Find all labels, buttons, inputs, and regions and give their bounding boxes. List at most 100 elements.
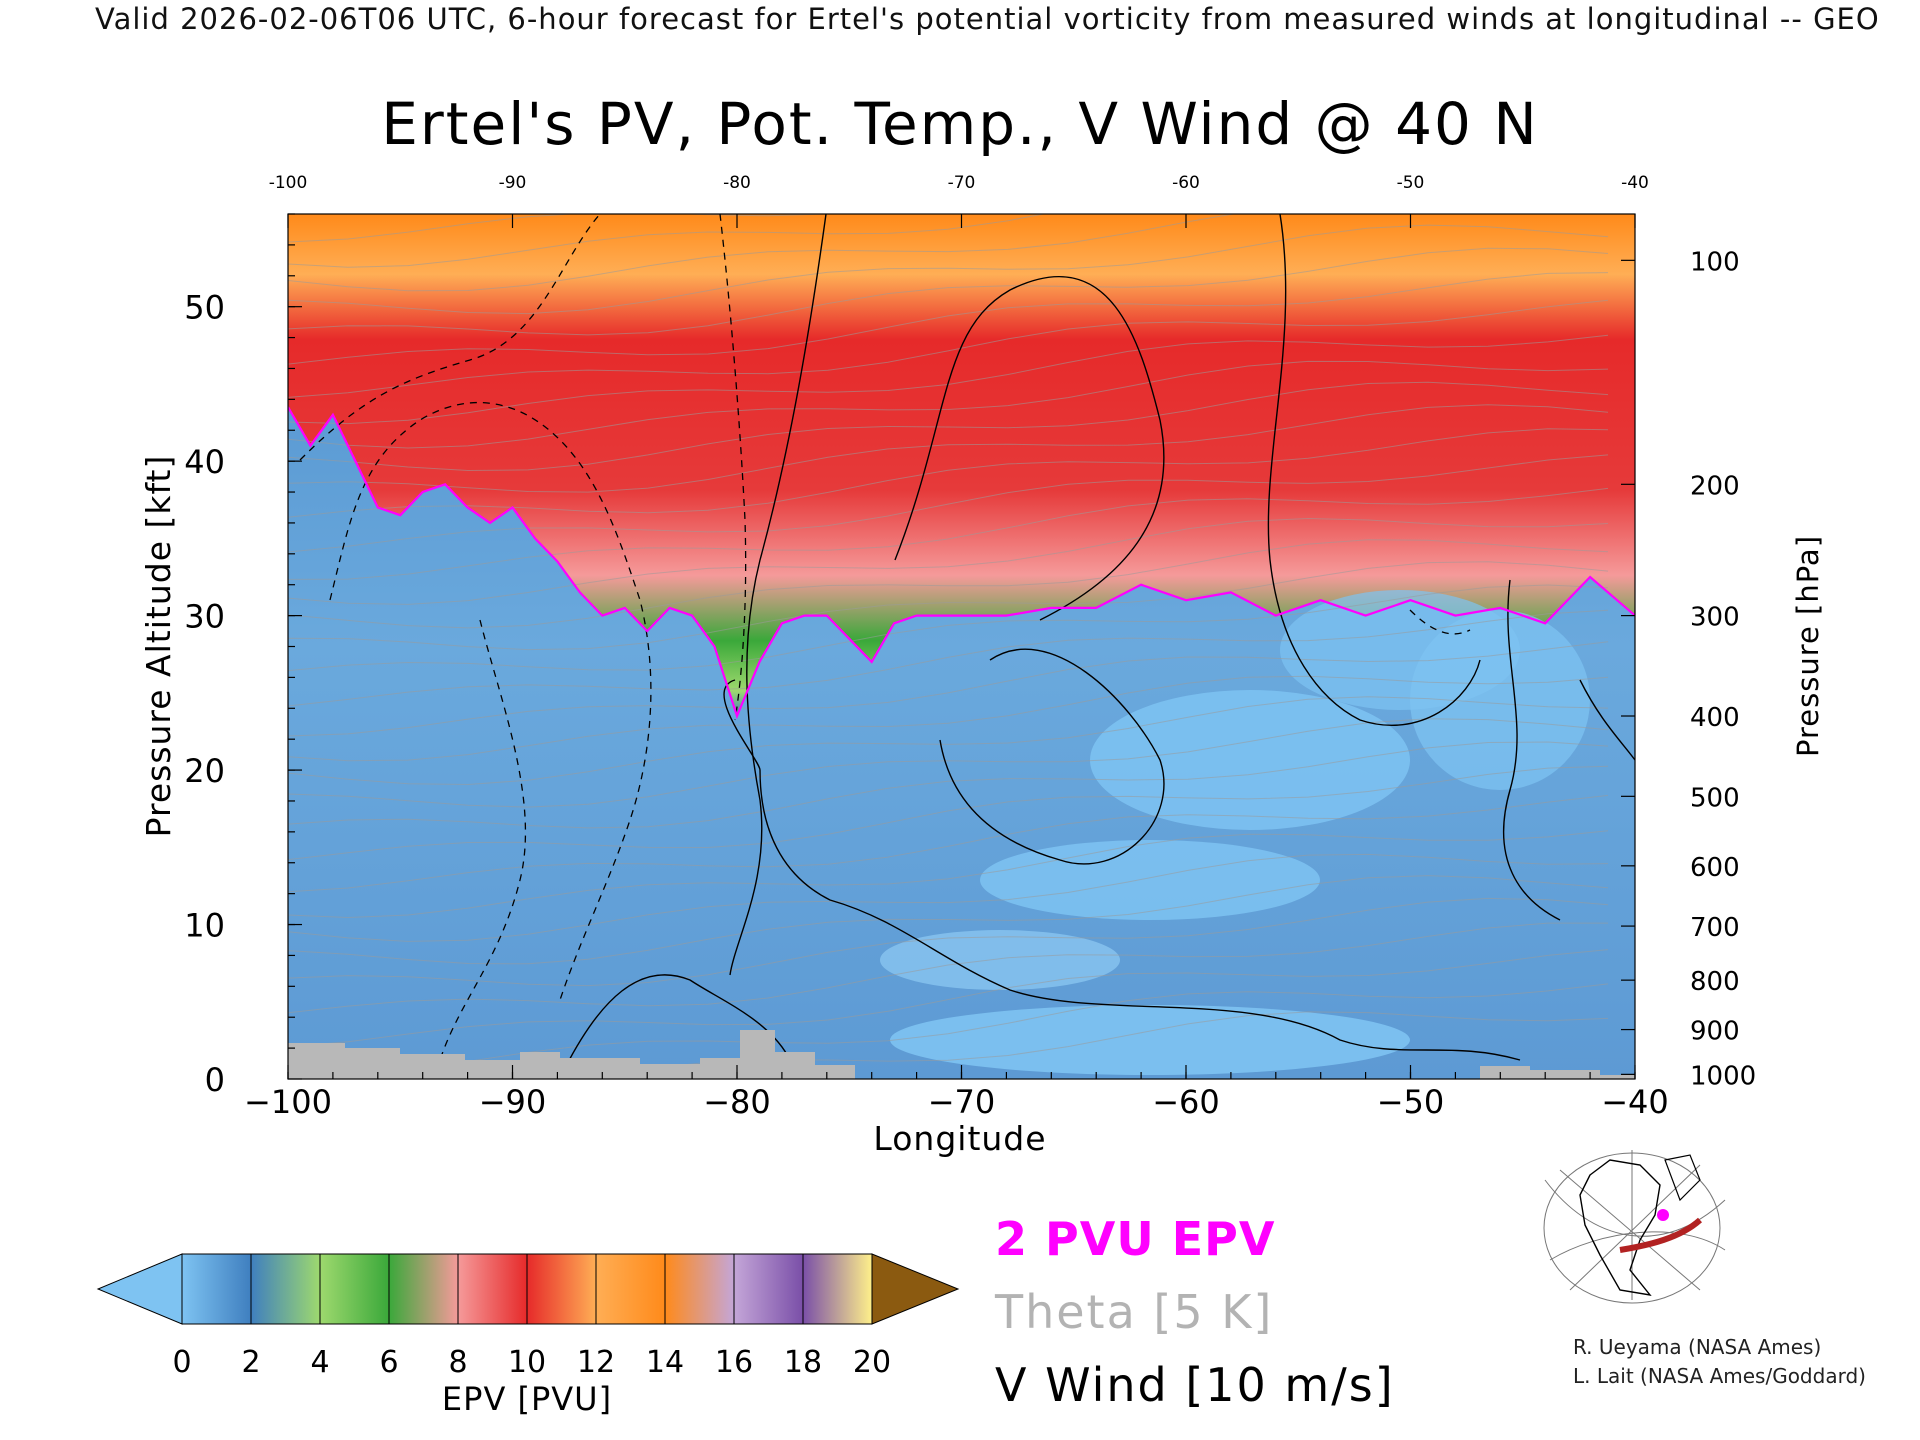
colorbar-tick-label: 12	[577, 1345, 615, 1380]
colorbar-segment	[457, 1253, 528, 1325]
colorbar-tick-label: 0	[172, 1345, 191, 1380]
pressure-tick-label: 1000	[1690, 1061, 1756, 1091]
x-axis-label: Longitude	[873, 1119, 1046, 1158]
theta-line	[288, 794, 1609, 893]
theta-line	[288, 609, 1609, 707]
theta-line	[288, 922, 1608, 1014]
pressure-tick-label: 300	[1690, 603, 1740, 633]
x-tick-label: −70	[928, 1083, 996, 1121]
theta-line	[288, 404, 1609, 493]
theta-line	[288, 299, 1609, 398]
theta-line	[288, 214, 833, 243]
y-tick-label: 40	[184, 443, 225, 481]
theta-line	[288, 454, 1609, 553]
colorbar-segment	[802, 1253, 873, 1325]
theta-contours	[288, 214, 1609, 1079]
x-tick-label: −50	[1377, 1083, 1445, 1121]
x-tick-label-top: -100	[269, 173, 308, 193]
theta-line	[288, 584, 1609, 674]
theta-line	[288, 360, 1609, 449]
theta-line	[288, 334, 1609, 425]
theta-line	[288, 247, 1609, 336]
x-tick-label-top: -60	[1172, 173, 1200, 193]
colorbar-segment	[526, 1253, 597, 1325]
theta-line	[288, 539, 1609, 629]
x-tick-label: −60	[1152, 1083, 1220, 1121]
x-tick-label: −40	[1601, 1083, 1669, 1121]
2pvu-contour	[288, 406, 1635, 720]
colorbar-label: EPV [PVU]	[442, 1380, 612, 1418]
theta-line	[288, 214, 1046, 268]
y-tick-label: 10	[184, 907, 225, 945]
theta-line	[288, 214, 1608, 292]
colorbar-segment	[181, 1253, 252, 1325]
pressure-tick-label: 100	[1690, 247, 1740, 277]
colorbar-segment	[250, 1253, 321, 1325]
colorbar-tick-label: 4	[310, 1345, 329, 1380]
theta-line	[288, 696, 1609, 786]
credit-line: L. Lait (NASA Ames/Goddard)	[1573, 1364, 1866, 1388]
y-tick-label: 0	[205, 1061, 225, 1099]
theta-line	[288, 272, 1609, 365]
location-map-inset	[1535, 1148, 1730, 1304]
legend-theta: Theta [5 K]	[995, 1285, 1274, 1339]
colorbar-tick-label: 8	[448, 1345, 467, 1380]
colorbar-tick-label: 10	[508, 1345, 546, 1380]
y-tick-label: 30	[184, 598, 225, 636]
stratosphere-fill	[288, 214, 1635, 716]
colorbar-over-arrow	[871, 1253, 960, 1325]
v-wind-contours	[564, 214, 1635, 1069]
theta-line	[288, 830, 1609, 919]
colorbar-segment	[733, 1253, 804, 1325]
colorbar-segment	[595, 1253, 666, 1325]
x-tick-label-top: -50	[1397, 173, 1425, 193]
colorbar-tick-label: 18	[784, 1345, 822, 1380]
low-pv-regions	[880, 590, 1590, 1075]
theta-line	[288, 875, 1609, 965]
x-axis-ticks	[287, 214, 1636, 1079]
x-tick-label: −80	[703, 1083, 771, 1121]
theta-line	[288, 487, 1609, 580]
x-tick-label-top: -90	[499, 173, 527, 193]
x-tick-label-top: -70	[948, 173, 976, 193]
pressure-axis-label: Pressure [hPa]	[1791, 535, 1825, 757]
theta-line	[288, 949, 1609, 1048]
theta-line	[288, 561, 1609, 651]
terrain-mask	[288, 1030, 1635, 1079]
pressure-tick-label: 700	[1690, 913, 1740, 943]
theta-line	[288, 675, 1609, 762]
theta-line	[288, 381, 1609, 472]
chart-title: Ertel's PV, Pot. Temp., V Wind @ 40 N	[381, 90, 1539, 158]
theta-line	[288, 641, 1609, 737]
x-tick-label-top: -80	[723, 173, 751, 193]
theta-line	[288, 718, 1609, 808]
x-tick-label-top: -40	[1621, 173, 1649, 193]
theta-line	[288, 224, 1609, 315]
pv-colorbar: 0 2 4 6 8 10 12 14 16 18 20	[96, 1253, 960, 1380]
valid-time-header: Valid 2026-02-06T06 UTC, 6-hour forecast…	[95, 2, 1880, 36]
theta-line	[288, 517, 1609, 605]
pressure-tick-label: 800	[1690, 967, 1740, 997]
legend-v-wind: V Wind [10 m/s]	[995, 1358, 1395, 1412]
pressure-tick-label: 500	[1690, 783, 1740, 813]
theta-line	[288, 853, 1609, 942]
colorbar-under-arrow	[96, 1253, 183, 1325]
colorbar-tick-label: 16	[715, 1345, 753, 1380]
theta-line	[288, 741, 1609, 830]
pressure-tick-label: 400	[1690, 703, 1740, 733]
pressure-tick-label: 900	[1690, 1017, 1740, 1047]
theta-line	[579, 1011, 1609, 1079]
x-tick-label: −90	[479, 1083, 547, 1121]
pressure-tick-label: 200	[1690, 471, 1740, 501]
negative-v-wind-contours	[299, 214, 1471, 1061]
credit-line: R. Ueyama (NASA Ames)	[1573, 1335, 1822, 1359]
colorbar-segment	[319, 1253, 390, 1325]
colorbar-segment	[664, 1253, 735, 1325]
colorbar-tick-label: 20	[853, 1345, 891, 1380]
y-tick-label: 50	[184, 289, 225, 327]
colorbar-tick-label: 14	[646, 1345, 684, 1380]
theta-line	[288, 428, 1609, 518]
colorbar-segment	[388, 1253, 459, 1325]
colorbar-tick-label: 6	[379, 1345, 398, 1380]
